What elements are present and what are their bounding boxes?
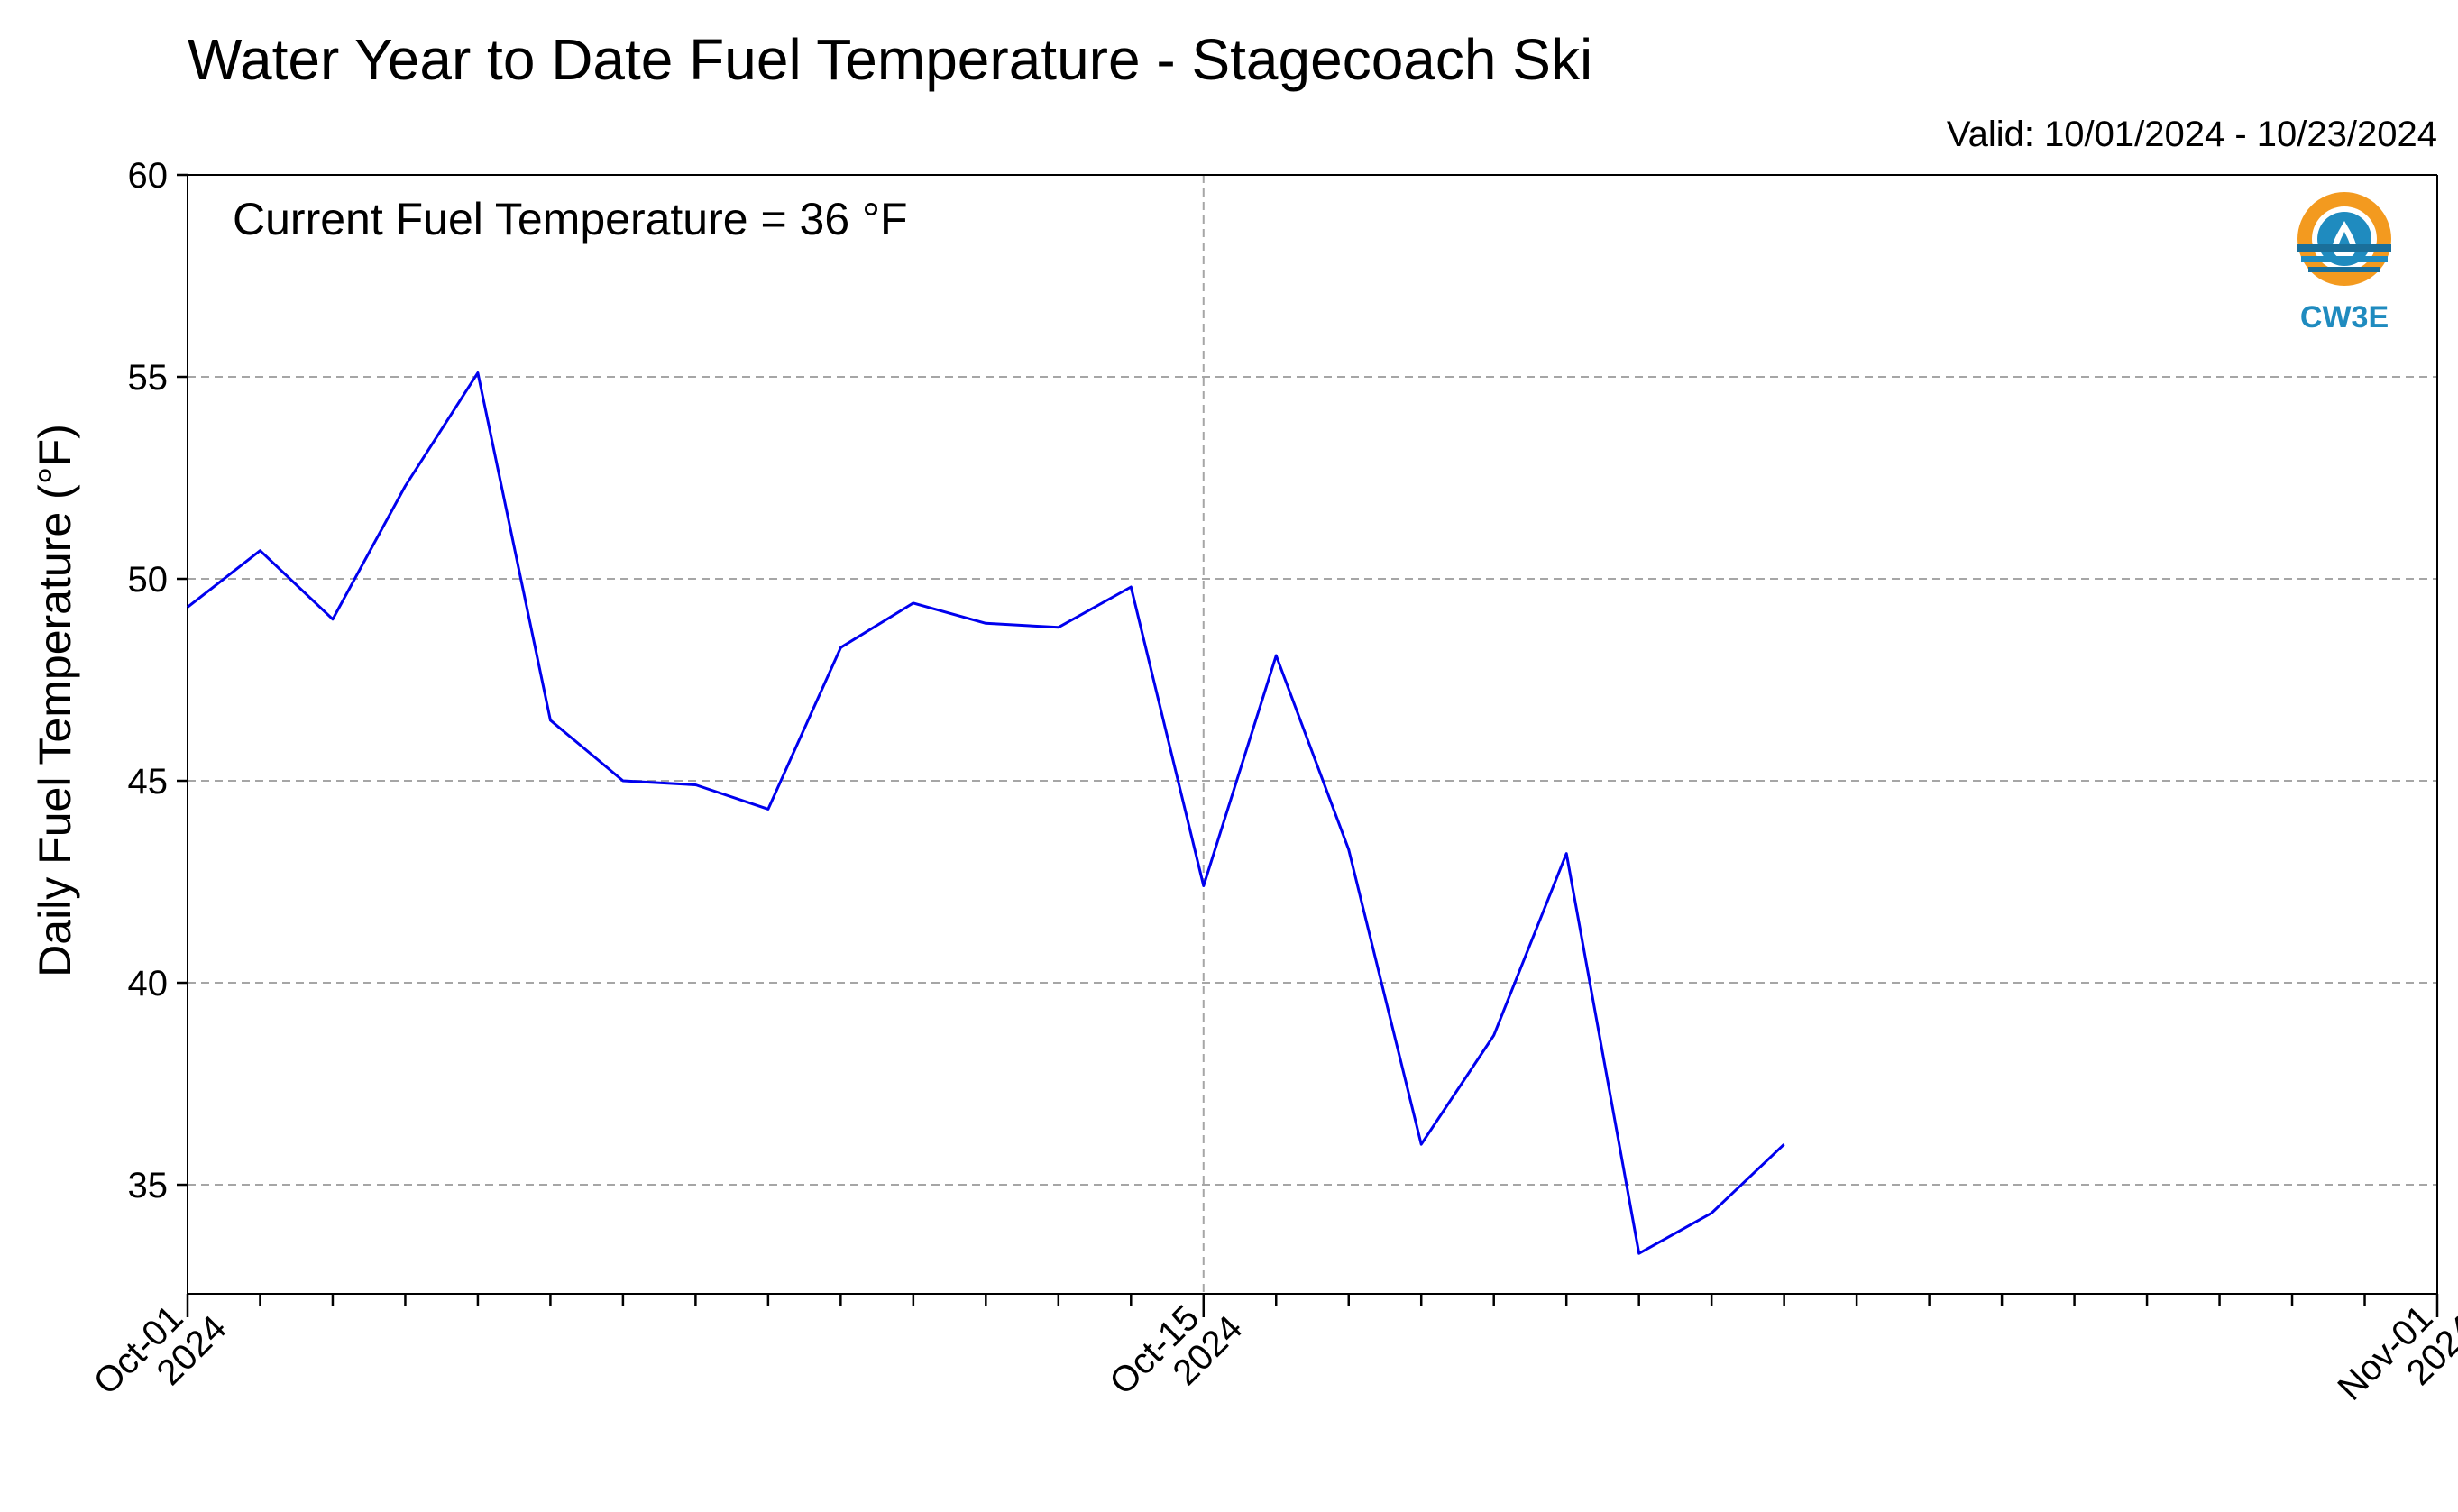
y-tick-label: 50 (128, 560, 169, 600)
gridlines (188, 175, 2437, 1294)
y-tick-label: 60 (128, 156, 169, 196)
series-layer (187, 371, 1785, 1255)
axes (177, 173, 2439, 1317)
y-tick-label: 40 (128, 964, 169, 1003)
y-tick-label: 35 (128, 1166, 169, 1205)
current-fuel-temperature-annotation: Current Fuel Temperature = 36 °F (233, 194, 908, 244)
chart-title: Water Year to Date Fuel Temperature - St… (188, 27, 1592, 92)
y-axis-label: Daily Fuel Temperature (°F) (30, 424, 80, 977)
y-tick-label: 45 (128, 762, 169, 802)
logo-text: CW3E (2300, 300, 2389, 334)
valid-date-range: Valid: 10/01/2024 - 10/23/2024 (1947, 115, 2437, 154)
fuel-temperature-line (187, 371, 1785, 1255)
cw3e-logo: CW3E (2297, 192, 2391, 334)
y-tick-label: 55 (128, 358, 169, 398)
